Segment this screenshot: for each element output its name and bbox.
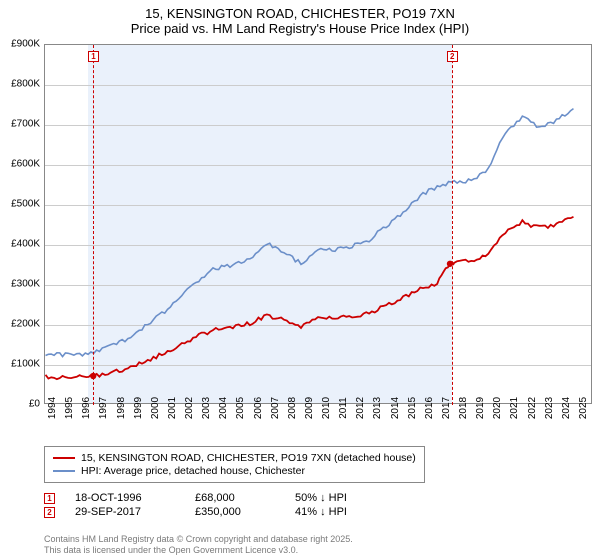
x-tick-label: 2002 xyxy=(184,397,195,419)
sale-row: 1 18-OCT-1996 £68,000 50% ↓ HPI xyxy=(44,492,395,504)
series-hpi xyxy=(46,109,574,357)
sale-marker-box: 1 xyxy=(88,51,99,62)
y-tick-label: £200K xyxy=(0,319,40,330)
x-tick-label: 2013 xyxy=(372,397,383,419)
x-tick-label: 2025 xyxy=(578,397,589,419)
sale-row-delta: 41% ↓ HPI xyxy=(295,506,395,518)
x-tick-label: 2008 xyxy=(287,397,298,419)
x-tick-label: 2016 xyxy=(424,397,435,419)
x-tick-label: 1998 xyxy=(116,397,127,419)
legend-swatch xyxy=(53,470,75,472)
sale-marker-box: 2 xyxy=(447,51,458,62)
y-tick-label: £700K xyxy=(0,119,40,130)
sale-row-marker: 2 xyxy=(44,507,55,518)
legend-swatch xyxy=(53,457,75,459)
x-tick-label: 2022 xyxy=(527,397,538,419)
sale-row-date: 18-OCT-1996 xyxy=(75,492,175,504)
sale-row-delta: 50% ↓ HPI xyxy=(295,492,395,504)
x-tick-label: 2007 xyxy=(270,397,281,419)
legend-item: HPI: Average price, detached house, Chic… xyxy=(53,465,416,477)
sale-row-price: £350,000 xyxy=(195,506,275,518)
x-tick-label: 1994 xyxy=(47,397,58,419)
sale-row: 2 29-SEP-2017 £350,000 41% ↓ HPI xyxy=(44,506,395,518)
y-tick-label: £600K xyxy=(0,159,40,170)
series-price_paid xyxy=(46,217,574,379)
y-tick-label: £400K xyxy=(0,239,40,250)
y-tick-label: £500K xyxy=(0,199,40,210)
x-tick-label: 2015 xyxy=(407,397,418,419)
x-tick-label: 2000 xyxy=(150,397,161,419)
y-tick-label: £900K xyxy=(0,39,40,50)
title-block: 15, KENSINGTON ROAD, CHICHESTER, PO19 7X… xyxy=(0,0,600,38)
x-tick-label: 2012 xyxy=(355,397,366,419)
y-tick-label: £800K xyxy=(0,79,40,90)
y-tick-label: £300K xyxy=(0,279,40,290)
y-tick-label: £0 xyxy=(0,399,40,410)
title-line1: 15, KENSINGTON ROAD, CHICHESTER, PO19 7X… xyxy=(0,6,600,21)
sale-marker-line xyxy=(452,45,453,405)
x-tick-label: 1997 xyxy=(98,397,109,419)
legend-item: 15, KENSINGTON ROAD, CHICHESTER, PO19 7X… xyxy=(53,452,416,464)
x-tick-label: 2017 xyxy=(441,397,452,419)
x-tick-label: 2023 xyxy=(544,397,555,419)
x-tick-label: 2019 xyxy=(475,397,486,419)
x-tick-label: 1999 xyxy=(133,397,144,419)
sale-row-price: £68,000 xyxy=(195,492,275,504)
title-line2: Price paid vs. HM Land Registry's House … xyxy=(0,21,600,36)
x-tick-label: 2014 xyxy=(390,397,401,419)
x-tick-label: 2020 xyxy=(492,397,503,419)
x-tick-label: 2021 xyxy=(509,397,520,419)
x-tick-label: 2003 xyxy=(201,397,212,419)
chart-container: 15, KENSINGTON ROAD, CHICHESTER, PO19 7X… xyxy=(0,0,600,560)
x-tick-label: 2009 xyxy=(304,397,315,419)
y-tick-label: £100K xyxy=(0,359,40,370)
x-tick-label: 2004 xyxy=(218,397,229,419)
x-tick-label: 2011 xyxy=(338,397,349,419)
x-tick-label: 2006 xyxy=(253,397,264,419)
x-tick-label: 2010 xyxy=(321,397,332,419)
legend-label: 15, KENSINGTON ROAD, CHICHESTER, PO19 7X… xyxy=(81,452,416,464)
attribution-line1: Contains HM Land Registry data © Crown c… xyxy=(44,534,353,545)
plot-area: 12 xyxy=(44,44,592,404)
sales-table: 1 18-OCT-1996 £68,000 50% ↓ HPI 2 29-SEP-2017… xyxy=(44,490,395,520)
x-tick-label: 1996 xyxy=(81,397,92,419)
sale-row-marker: 1 xyxy=(44,493,55,504)
legend: 15, KENSINGTON ROAD, CHICHESTER, PO19 7X… xyxy=(44,446,425,483)
x-tick-label: 1995 xyxy=(64,397,75,419)
sale-marker-line xyxy=(93,45,94,405)
attribution: Contains HM Land Registry data © Crown c… xyxy=(44,534,353,556)
x-tick-label: 2024 xyxy=(561,397,572,419)
x-tick-label: 2005 xyxy=(235,397,246,419)
sale-row-date: 29-SEP-2017 xyxy=(75,506,175,518)
legend-label: HPI: Average price, detached house, Chic… xyxy=(81,465,305,477)
attribution-line2: This data is licensed under the Open Gov… xyxy=(44,545,353,556)
x-tick-label: 2001 xyxy=(167,397,178,419)
x-tick-label: 2018 xyxy=(458,397,469,419)
chart-lines-svg xyxy=(45,45,591,403)
